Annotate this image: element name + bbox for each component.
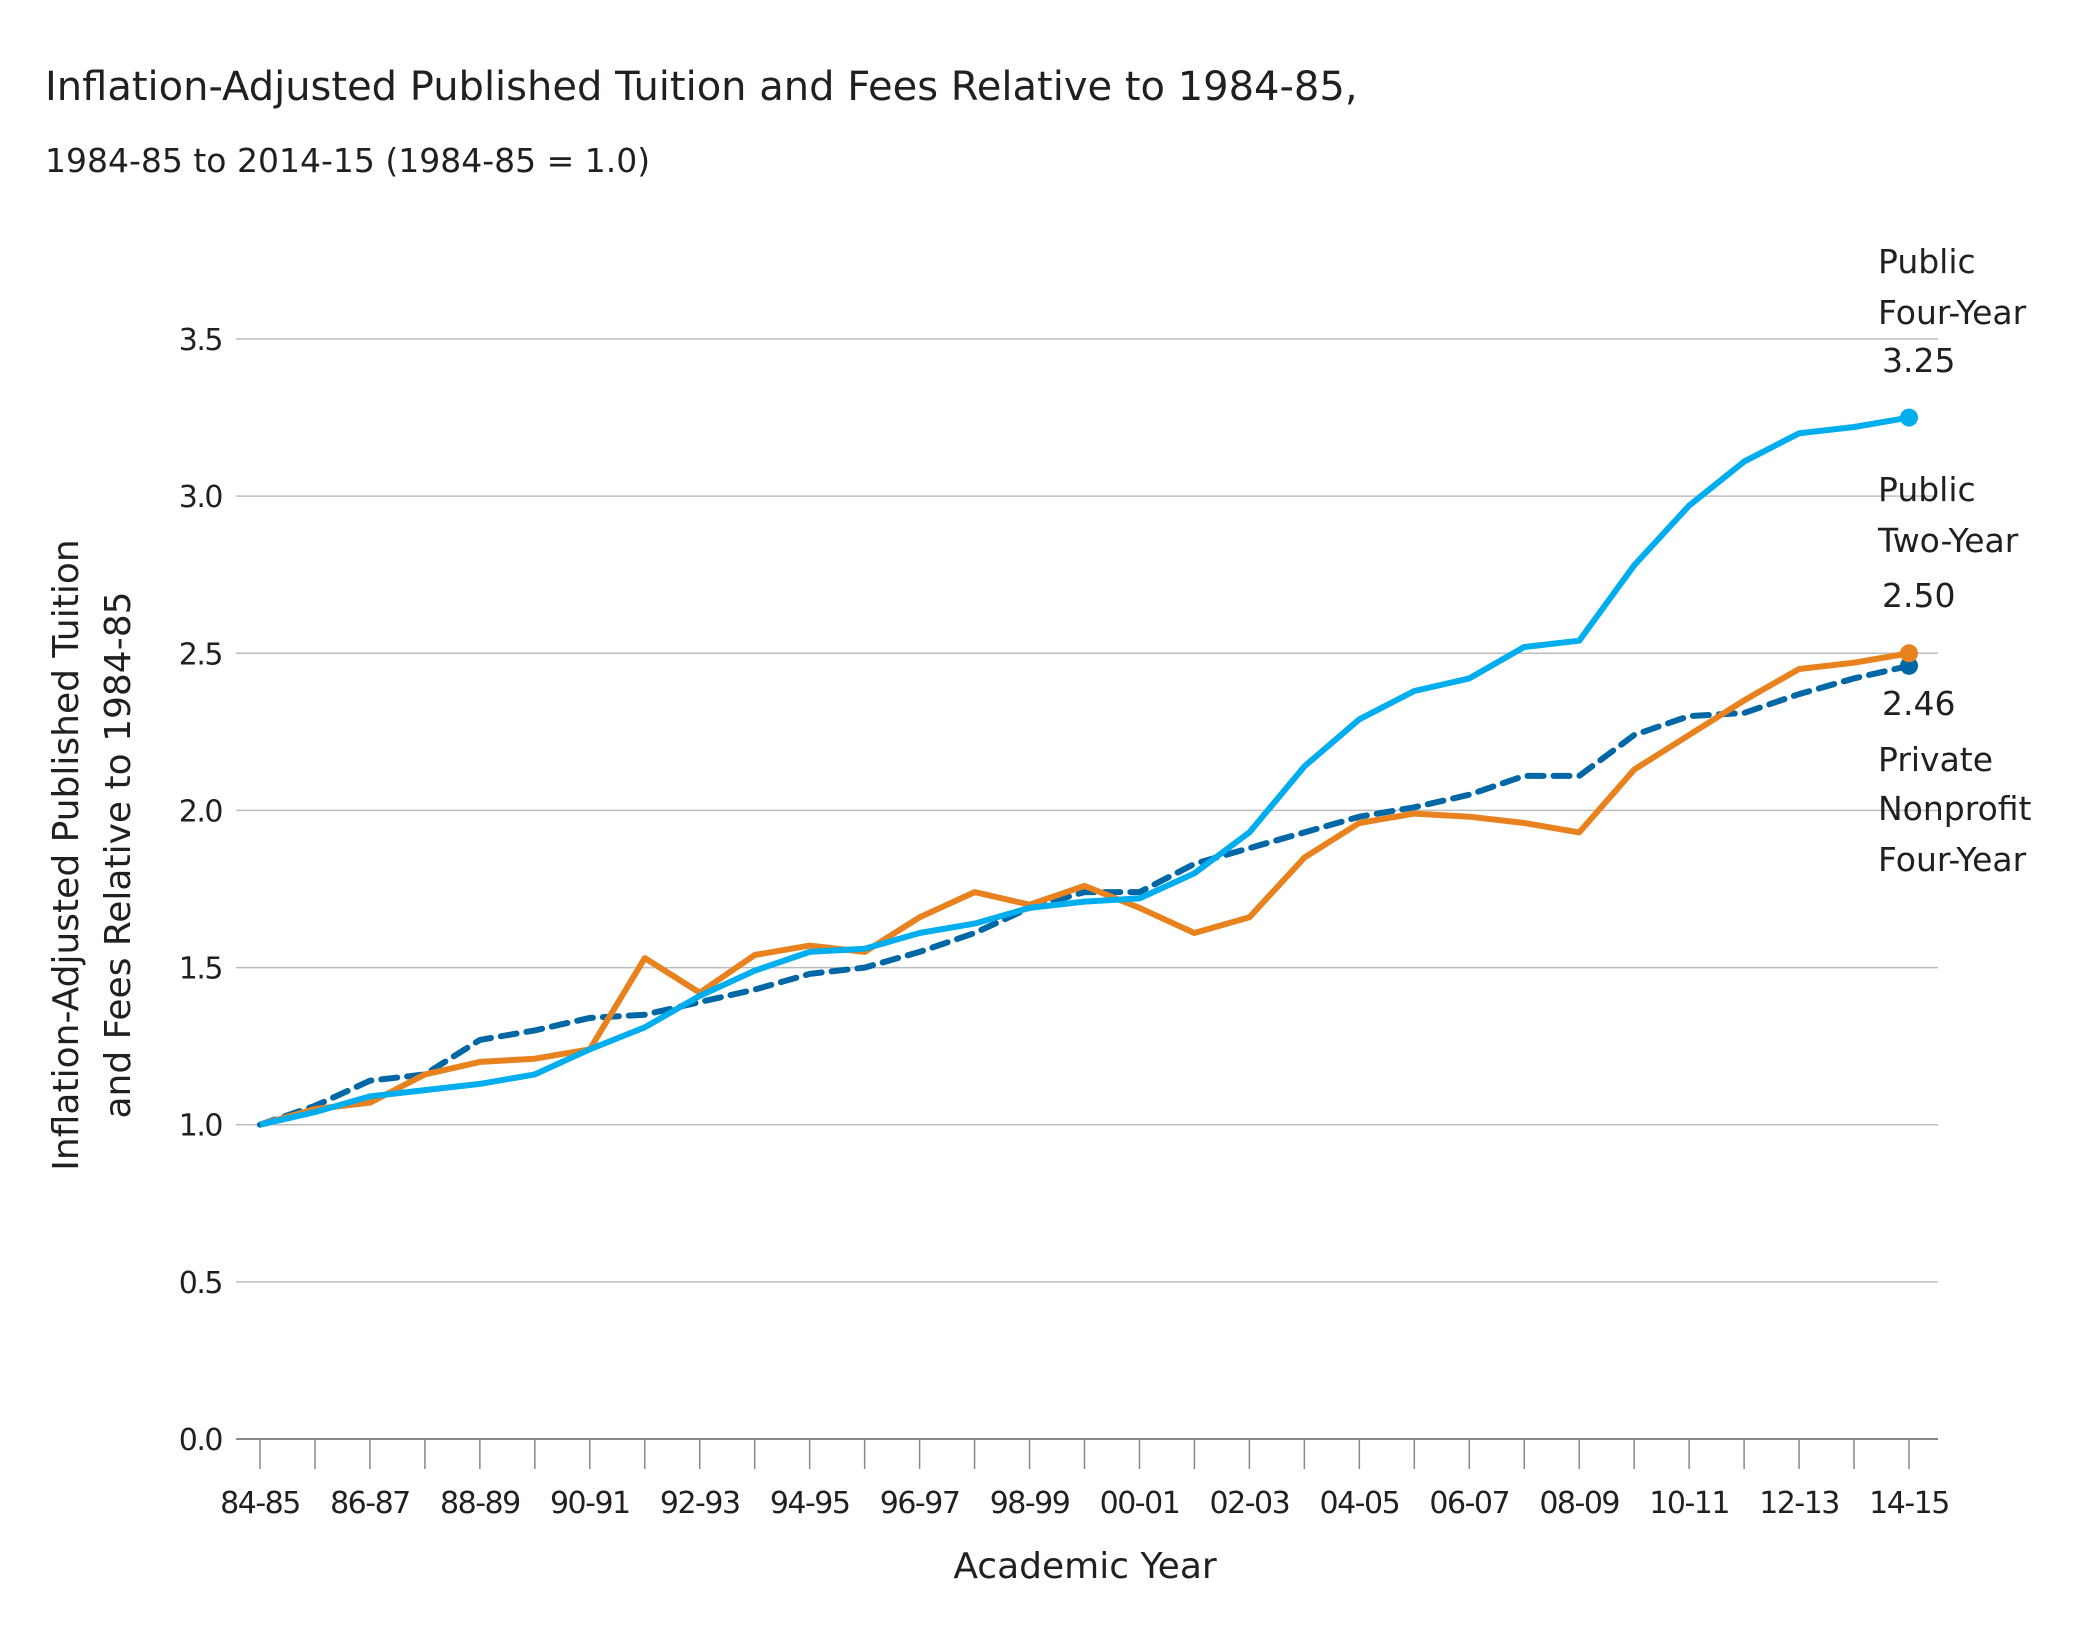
y-tick-label: 0.5 <box>179 1266 222 1301</box>
series-label: Four-Year <box>1878 293 2027 332</box>
series-label: Public <box>1878 242 1976 281</box>
x-tick-label: 06-07 <box>1429 1486 1509 1521</box>
y-tick-label: 2.5 <box>179 637 222 672</box>
y-axis-label: Inflation-Adjusted Published Tuition and… <box>46 539 139 1170</box>
x-tick-label: 00-01 <box>1100 1486 1180 1521</box>
x-tick-label: 14-15 <box>1869 1486 1949 1521</box>
x-tick-label: 94-95 <box>770 1486 850 1521</box>
series-line-private-nonprofit-four-year <box>257 662 1912 1128</box>
x-tick-label: 92-93 <box>660 1486 740 1521</box>
x-tick-label: 88-89 <box>440 1486 520 1521</box>
data-point <box>1900 656 1918 675</box>
series-end-value: 3.25 <box>1882 341 1955 380</box>
series-label: Private <box>1878 740 1993 779</box>
y-tick-label: 1.0 <box>179 1109 223 1144</box>
data-point <box>1900 644 1918 663</box>
x-tick-label: 96-97 <box>880 1486 960 1521</box>
x-tick-label: 12-13 <box>1759 1486 1839 1521</box>
x-tick-label: 10-11 <box>1649 1486 1729 1521</box>
series-end-value: 2.46 <box>1882 684 1955 723</box>
series-label: Two-Year <box>1877 521 2019 560</box>
series-line-public-two-year <box>259 650 1910 1128</box>
end-labels: Public Four-Year 3.25 Public Two-Year 2.50 Pri… <box>1877 242 2032 879</box>
x-tick-label: 08-09 <box>1539 1486 1619 1521</box>
series-label: Nonprofit <box>1878 789 2032 828</box>
series-label: Four-Year <box>1878 840 2027 879</box>
chart-subtitle: 1984-85 to 2014-15 (1984-85 = 1.0) <box>45 141 650 180</box>
y-tick-label: 2.0 <box>179 794 223 829</box>
series-end-value: 2.50 <box>1882 576 1955 615</box>
gridlines <box>236 338 1938 1440</box>
y-tick-label: 3.0 <box>179 480 223 515</box>
series-line-public-four-year <box>259 414 1910 1128</box>
y-tick-label: 0.0 <box>179 1423 223 1458</box>
y-tick-label: 1.5 <box>179 952 222 987</box>
y-tick-label: 3.5 <box>179 323 222 358</box>
series-label: Public <box>1878 470 1976 509</box>
y-axis-label-line-2: and Fees Relative to 1984-85 <box>98 591 139 1118</box>
x-tick-label: 84-85 <box>220 1486 300 1521</box>
y-axis-label-line-1: Inflation-Adjusted Published Tuition <box>46 539 87 1170</box>
x-tick-label: 86-87 <box>330 1486 410 1521</box>
data-point <box>1900 408 1918 427</box>
series-lines <box>257 408 1918 1128</box>
x-axis: 84-85 86-87 88-89 90-91 92-93 94-95 96-97 98-99… <box>220 1439 1950 1521</box>
x-tick-label: 90-91 <box>550 1486 630 1521</box>
x-tick-label: 02-03 <box>1210 1486 1290 1521</box>
y-axis-ticks: 0.0 0.5 1.0 1.5 2.0 2.5 3.0 3.5 <box>179 323 224 1458</box>
chart-title: Inflation-Adjusted Published Tuition and… <box>45 64 1358 110</box>
x-axis-label: Academic Year <box>953 1546 1217 1587</box>
x-tick-label: 98-99 <box>990 1486 1070 1521</box>
x-tick-label: 04-05 <box>1319 1486 1399 1521</box>
